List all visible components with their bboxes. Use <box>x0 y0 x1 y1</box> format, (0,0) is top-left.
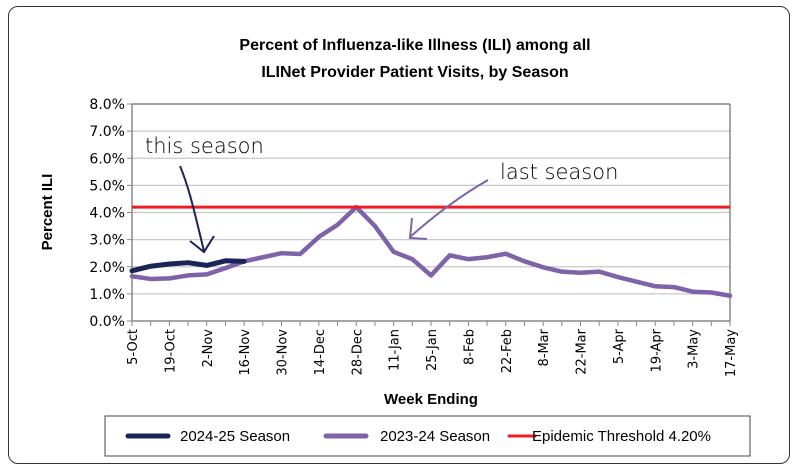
x-axis-label: Week Ending <box>384 391 478 408</box>
x-tick-label: 25-Jan <box>425 329 440 371</box>
x-tick-label: 8-Feb <box>462 329 477 365</box>
x-tick-label: 19-Oct <box>163 329 178 373</box>
legend-box <box>104 415 751 457</box>
y-tick-label: 6.0% <box>89 151 125 167</box>
chart-title-line-2: ILINet Provider Patient Visits, by Seaso… <box>261 64 568 81</box>
y-tick-label: 1.0% <box>89 287 125 303</box>
x-tick-label: 22-Feb <box>500 329 515 373</box>
this-season-arrow <box>179 165 215 254</box>
x-tick-label: 11-Jan <box>388 329 403 371</box>
y-tick-label: 8.0% <box>89 97 125 113</box>
y-axis-label: Percent ILI <box>39 174 56 251</box>
y-tick-label: 0.0% <box>89 314 125 330</box>
annotation-this-season: this season <box>145 134 264 158</box>
annotation-last-season: last season <box>500 160 618 184</box>
legend-label: 2023-24 Season <box>380 428 490 445</box>
y-tick-label: 5.0% <box>89 178 125 194</box>
legend-label: 2024-25 Season <box>180 428 290 445</box>
x-tick-label: 22-Mar <box>575 328 590 374</box>
x-tick-label: 8-Mar <box>537 328 552 366</box>
y-tick-label: 4.0% <box>89 206 125 222</box>
y-tick-label: 7.0% <box>89 124 125 140</box>
chart-frame <box>8 6 790 464</box>
legend-label: Epidemic Threshold 4.20% <box>532 428 711 445</box>
x-tick-label: 5-Apr <box>612 328 627 364</box>
x-tick-label: 28-Dec <box>350 329 365 375</box>
x-tick-label: 17-May <box>724 329 739 377</box>
y-tick-label: 3.0% <box>89 233 125 249</box>
y-tick-label: 2.0% <box>89 260 125 276</box>
x-tick-label: 16-Nov <box>238 329 253 376</box>
x-tick-label: 5-Oct <box>126 329 141 365</box>
x-tick-label: 14-Dec <box>313 329 328 375</box>
chart-title-line-1: Percent of Influenza-like Illness (ILI) … <box>239 37 590 54</box>
x-tick-label: 2-Nov <box>201 329 216 368</box>
x-tick-label: 3-May <box>687 329 702 369</box>
x-tick-label: 19-Apr <box>649 328 664 372</box>
last-season-arrow <box>408 179 489 240</box>
x-tick-label: 30-Nov <box>276 329 291 376</box>
